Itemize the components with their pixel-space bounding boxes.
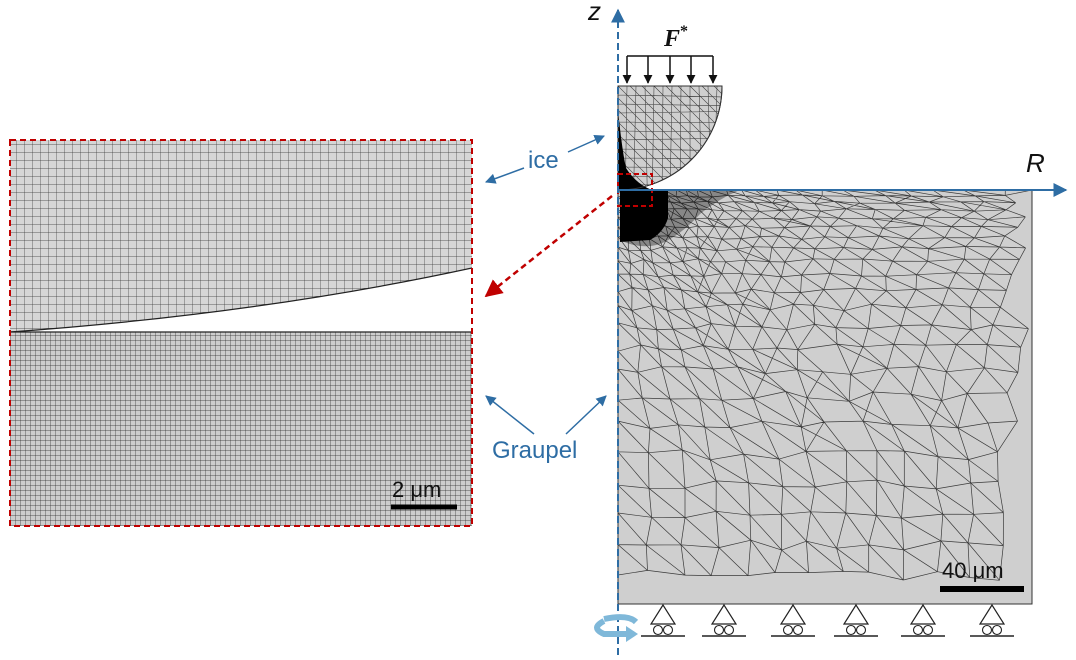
force-label: F* xyxy=(663,23,688,52)
zoom-arrow xyxy=(484,195,613,298)
ice-label: ice xyxy=(528,147,559,174)
rotation-arrow xyxy=(594,614,639,642)
axis-label-r: R xyxy=(1026,148,1045,178)
zoom-panel: 2 μm xyxy=(9,139,473,527)
roller-supports xyxy=(641,603,1014,637)
dense-region xyxy=(620,190,668,242)
axis-label-z: z xyxy=(587,0,601,26)
scale-label-left: 2 μm xyxy=(392,477,441,502)
graupel-callout: Graupel xyxy=(485,395,607,464)
scale-label-right: 40 μm xyxy=(942,558,1004,583)
force-arrows xyxy=(622,55,718,84)
graupel-label: Graupel xyxy=(492,437,577,464)
model: F* z R 40 μm xyxy=(484,0,1068,655)
ice-callout: ice xyxy=(485,135,605,184)
zoom-border xyxy=(9,139,473,527)
